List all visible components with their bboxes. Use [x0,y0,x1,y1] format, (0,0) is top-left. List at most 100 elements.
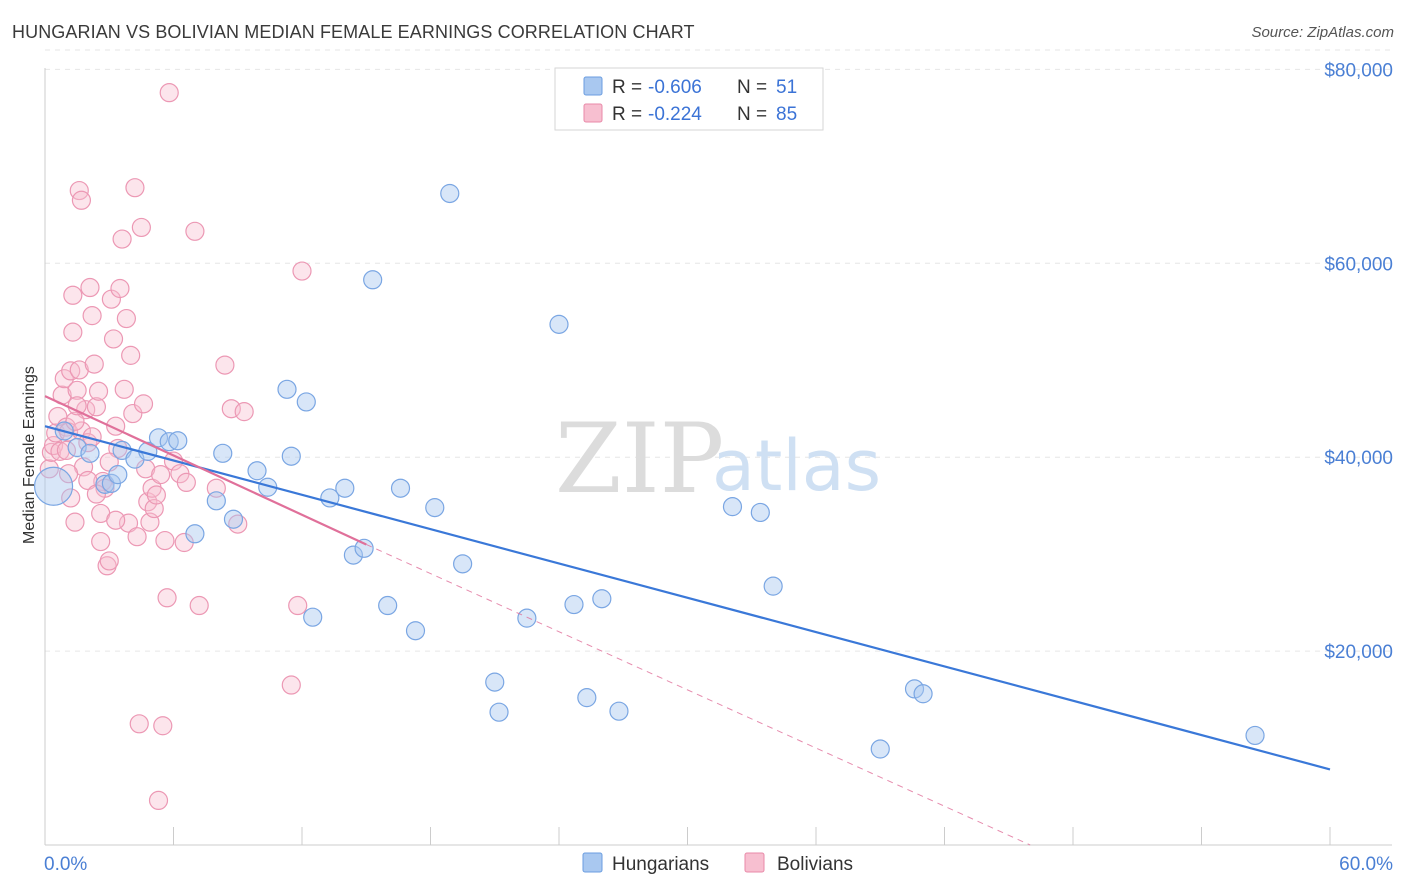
bolivian-point [116,308,136,329]
hungarian-point [592,589,612,609]
bolivian-point [65,512,85,532]
bolivian-point [288,595,308,616]
bolivian-point [56,440,77,461]
bolivian-point [159,83,179,103]
hungarian-point [185,524,205,544]
bolivian-point [148,790,169,811]
hungarian-point [722,497,743,517]
hungarian-point [390,478,411,498]
hungarian-point [425,498,445,518]
bolivian-point [129,714,149,734]
bolivian-point [71,190,92,210]
hungarian-point [168,431,188,451]
bolivian-point [125,178,145,198]
hungarian-point [343,545,363,565]
bolivian-point [86,397,107,417]
y-tick-label-20000: $20,000 [1324,642,1393,663]
legend-n-label-hungarians: N = [737,77,767,98]
bolivian-point [54,369,74,389]
hungarian-point [95,474,115,494]
hungarian-point [108,465,128,485]
watermark-zip: ZIP [555,403,724,515]
hungarian-point [870,739,890,759]
bolivian-point [63,322,83,342]
bolivian-point [292,261,312,281]
hungarian-point [405,621,426,641]
bolivian-point [114,379,134,399]
bolivian-point [151,465,171,485]
bolivian-point [234,402,254,422]
bolivian-point [155,530,175,551]
series-legend-label-hungarians: Hungarians [612,854,709,875]
x-tick-marks [44,827,1331,845]
bolivian-point [39,459,59,479]
bolivian-point [131,217,151,238]
hungarian-point [485,672,505,692]
bolivian-point [99,551,119,571]
hungarian-point [609,701,629,721]
legend-r-value-hungarians: -0.606 [648,77,702,98]
hungarian-point [517,608,537,628]
hungarians-trend-line [44,425,1331,771]
hungarian-point [564,594,584,615]
bolivian-point [185,221,205,241]
y-axis-label: Median Female Earnings [21,366,38,544]
hungarian-point [354,538,374,558]
bolivian-point [123,403,143,424]
bolivian-point [127,527,147,547]
bolivian-point [157,588,177,608]
chart-title: HUNGARIAN VS BOLIVIAN MEDIAN FEMALE EARN… [12,22,695,42]
bolivian-point [69,360,89,380]
bolivian-point [133,394,154,414]
hungarian-point [247,461,267,481]
x-tick-label-min: 0.0% [44,854,87,875]
bolivian-point [82,306,102,326]
hungarian-point [750,502,770,523]
watermark: ZIP atlas [555,403,881,515]
legend-swatch-bolivians [583,103,603,123]
hungarian-point [363,270,383,290]
hungarian-point [33,466,74,506]
hungarian-point [206,491,226,511]
bolivian-point [215,355,235,375]
hungarian-point [453,554,473,574]
watermark-atlas: atlas [712,425,881,507]
x-tick-label-max: 60.0% [1339,854,1393,875]
bolivian-point [97,556,117,576]
series-legend-swatch-bolivians [744,852,765,873]
hungarian-point [1245,725,1265,746]
bolivians-trend-extension [366,543,1031,846]
hungarian-point [281,446,301,466]
correlation-legend: R = -0.606 N = 51 R = -0.224 N = 85 [554,67,824,131]
bolivian-point [281,675,301,695]
legend-n-value-bolivians: 85 [776,104,797,125]
hungarians-points [33,183,1265,759]
bolivian-point [153,716,173,736]
y-tick-label-60000: $60,000 [1324,254,1393,275]
hungarian-point [223,509,244,529]
hungarian-point [549,314,569,334]
hungarian-point [913,684,933,704]
grid-lines [45,49,1392,652]
hungarian-point [296,392,316,412]
bolivian-point [63,285,83,305]
bolivian-point [61,488,81,508]
series-legend: Hungarians Bolivians [582,852,853,875]
hungarian-point [335,478,355,498]
hungarian-point [277,379,297,399]
bolivian-point [65,411,85,431]
legend-r-value-bolivians: -0.224 [648,104,702,125]
bolivian-point [84,354,104,374]
hungarian-point [148,428,169,448]
legend-n-label-bolivians: N = [737,104,767,125]
y-tick-label-80000: $80,000 [1324,60,1393,81]
bolivian-point [189,595,209,616]
axes [44,68,1392,846]
bolivian-point [80,277,100,298]
bolivian-point [106,510,126,530]
bolivian-point [112,229,132,249]
hungarian-point [763,576,783,596]
bolivian-point [146,485,166,505]
bolivian-point [110,278,130,299]
